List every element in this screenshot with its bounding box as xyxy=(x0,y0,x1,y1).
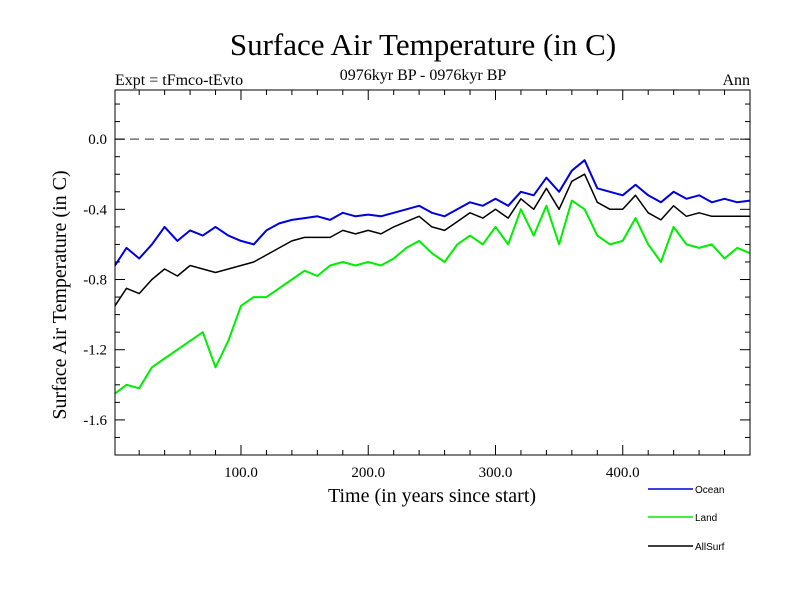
y-tick-label: -0.4 xyxy=(83,202,107,218)
x-tick-label: 200.0 xyxy=(351,465,385,481)
x-tick-label: 100.0 xyxy=(224,465,258,481)
legend-label-allsurf: AllSurf xyxy=(695,542,725,553)
y-tick-label: 0.0 xyxy=(88,132,107,148)
plot-frame xyxy=(114,89,751,456)
series-layer xyxy=(114,159,751,395)
y-axis-label: Surface Air Temperature (in C) xyxy=(49,170,71,419)
chart-subtitle: 0976kyr BP - 0976kyr BP xyxy=(340,67,507,84)
season-label: Ann xyxy=(722,72,750,89)
x-tick-label: 400.0 xyxy=(606,465,640,481)
ticks-layer: 100.0 200.0 300.0 400.0 0.0 -0.4 -0.8 -1.2 -1.6 xyxy=(83,90,750,481)
series-line-allsurf xyxy=(114,173,750,307)
series-line-land xyxy=(114,199,751,395)
legend-label-land: Land xyxy=(695,513,717,524)
experiment-label: Expt = tFmco-tEvto xyxy=(115,72,243,89)
legend: Ocean Land AllSurf xyxy=(648,485,725,553)
x-tick-label: 300.0 xyxy=(479,465,513,481)
x-axis-label: Time (in years since start) xyxy=(328,485,536,507)
y-tick-label: -1.6 xyxy=(83,413,107,429)
y-tick-label: -1.2 xyxy=(83,343,107,359)
legend-label-ocean: Ocean xyxy=(695,485,724,496)
series-line-ocean xyxy=(114,159,751,267)
y-tick-label: -0.8 xyxy=(83,273,107,289)
chart-title: Surface Air Temperature (in C) xyxy=(230,27,616,62)
